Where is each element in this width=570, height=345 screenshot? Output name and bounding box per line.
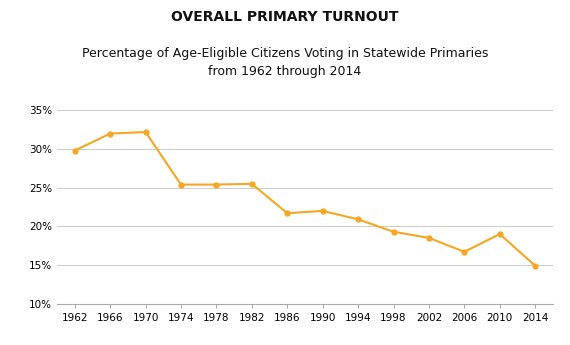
Text: OVERALL PRIMARY TURNOUT: OVERALL PRIMARY TURNOUT — [171, 10, 399, 24]
Text: Percentage of Age-Eligible Citizens Voting in Statewide Primaries
from 1962 thro: Percentage of Age-Eligible Citizens Voti… — [82, 47, 488, 78]
